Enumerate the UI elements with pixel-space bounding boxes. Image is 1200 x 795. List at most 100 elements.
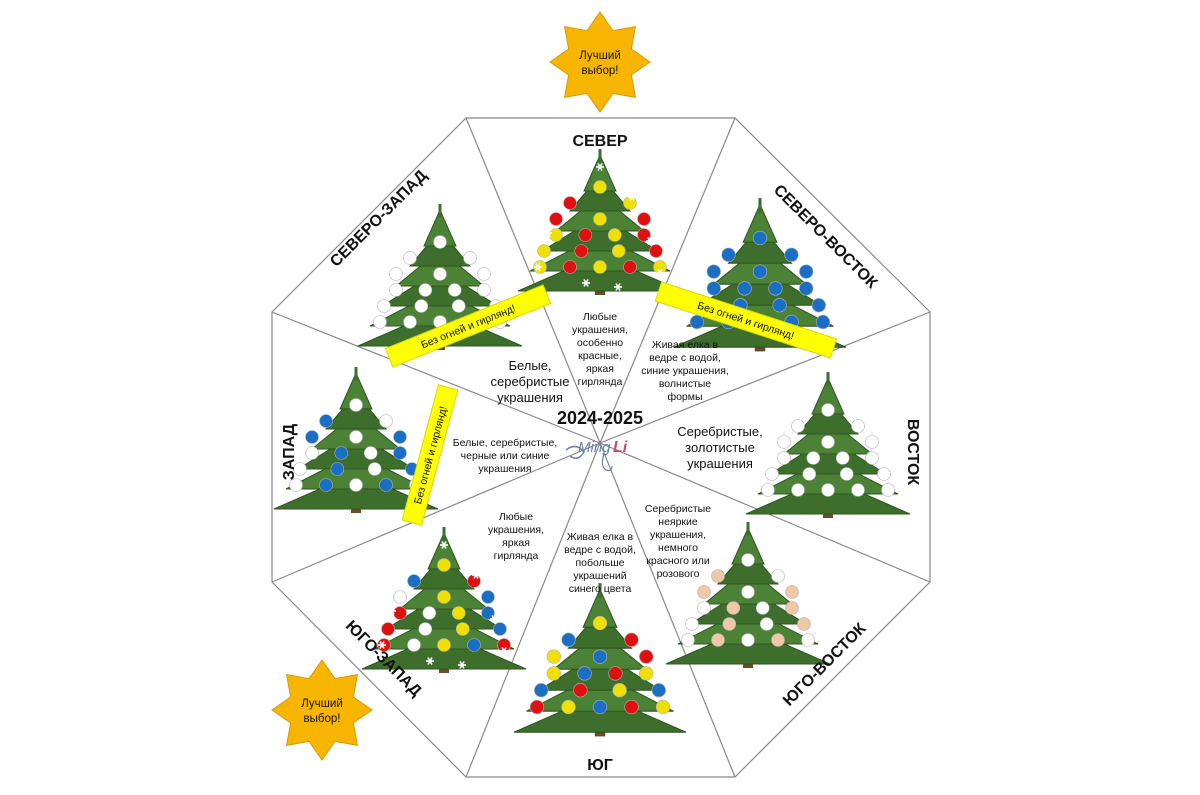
ornament-ball: [433, 267, 447, 281]
ornament-ball: [529, 699, 545, 715]
ornament-ball: [349, 430, 363, 444]
ornament-ball: [563, 196, 577, 210]
ornament-ball: [649, 244, 663, 258]
ornament-ball: [607, 228, 622, 242]
ornament-ball: [784, 247, 799, 262]
star-badge-top: Лучший выбор!: [549, 11, 651, 113]
ornament-ball: [785, 601, 799, 615]
ornament-ball: [305, 430, 319, 444]
direction-label-n: СЕВЕР: [572, 133, 627, 150]
snowflake-icon: [544, 229, 552, 237]
ornament-ball: [467, 638, 481, 652]
snowflake-icon: [426, 657, 434, 665]
description-line: синего цвета: [569, 583, 632, 595]
ornament-ball: [806, 451, 821, 465]
ornament-ball: [624, 632, 639, 647]
ornament-ball: [546, 666, 561, 681]
ornament-ball: [451, 299, 466, 313]
description-line: яркая: [586, 363, 614, 375]
ornament-ball: [477, 267, 491, 281]
sector-description-se: Серебристые неяркие украшения, немного красн…: [645, 503, 711, 580]
ornament-ball: [381, 622, 395, 636]
ornament-ball: [637, 228, 651, 242]
ornament-ball: [755, 601, 770, 615]
ornament-ball: [561, 699, 576, 715]
snowflake-icon: [378, 641, 386, 649]
direction-label-w: ЗАПАД: [281, 423, 298, 480]
ornament-ball: [697, 601, 711, 615]
snowflake-icon: [628, 193, 636, 201]
ornament-ball: [612, 683, 627, 698]
description-line: Белые, серебристые,: [453, 437, 557, 449]
christmas-tree-sw: [361, 527, 527, 673]
ornament-ball: [537, 244, 551, 258]
sector-description-e: Серебристые, золотистые украшения: [677, 424, 763, 471]
ornament-ball: [611, 244, 626, 258]
ornament-ball: [451, 606, 466, 620]
ornament-ball: [389, 267, 403, 281]
ornament-ball: [771, 633, 785, 647]
ornament-ball: [726, 601, 741, 615]
ornament-ball: [706, 264, 721, 279]
ornament-ball: [799, 281, 814, 296]
ornament-ball: [407, 574, 421, 588]
ornament-ball: [752, 264, 768, 279]
description-line: розового: [657, 568, 700, 580]
ornament-ball: [437, 590, 451, 604]
ornament-ball: [377, 299, 391, 313]
ornament-ball: [403, 315, 417, 329]
ornament-ball: [752, 230, 768, 246]
ornament-ball: [741, 553, 755, 567]
svg-text:Li: Li: [613, 439, 628, 456]
ornament-ball: [759, 617, 774, 631]
ornament-ball: [711, 633, 725, 647]
snowflake-icon: [440, 541, 448, 549]
description-line: гирлянда: [578, 376, 623, 388]
ornament-ball: [414, 299, 429, 313]
ornament-ball: [574, 244, 589, 258]
description-line: Белые,: [508, 358, 551, 373]
ornament-ball: [393, 446, 407, 460]
sector-description-w: Белые, серебристые, черные или синие украш…: [453, 437, 557, 475]
snowflake-icon: [472, 571, 480, 579]
description-line: серебристые: [490, 374, 569, 389]
ornament-ball: [835, 451, 850, 465]
description-line: волнистые: [659, 378, 711, 390]
ornament-ball: [655, 699, 671, 715]
ornament-ball: [639, 666, 654, 681]
ornament-ball: [768, 281, 783, 296]
ornament-ball: [534, 683, 549, 698]
ornament-ball: [685, 617, 699, 631]
ornament-ball: [592, 699, 608, 715]
snowflake-icon: [656, 269, 664, 277]
ornament-ball: [455, 622, 470, 636]
sector-description-ne: Живая елка в ведре с водой, синие украшени…: [641, 339, 729, 403]
ornament-ball: [851, 419, 865, 433]
description-line: красные,: [578, 350, 622, 362]
ornament-ball: [801, 633, 815, 647]
ornament-ball: [373, 315, 387, 329]
description-line: украшения,: [650, 529, 706, 541]
ornament-ball: [437, 558, 451, 572]
description-line: побольше: [575, 557, 624, 569]
ornament-ball: [777, 435, 791, 449]
svg-text:Ming: Ming: [578, 439, 611, 456]
ornament-ball: [697, 585, 711, 599]
description-line: формы: [667, 391, 702, 403]
description-line: украшений: [573, 570, 626, 582]
ornament-ball: [791, 419, 805, 433]
ornament-ball: [349, 478, 363, 492]
ornament-ball: [422, 606, 437, 620]
snowflake-icon: [458, 661, 466, 669]
ornament-ball: [407, 638, 421, 652]
ornament-ball: [593, 212, 607, 226]
christmas-tree-n: [517, 149, 683, 295]
description-line: Живая елка в: [652, 339, 719, 351]
ornament-ball: [563, 260, 577, 274]
ornament-ball: [437, 638, 451, 652]
ornament-ball: [349, 398, 363, 412]
snowflake-icon: [596, 163, 604, 171]
ornament-ball: [319, 478, 333, 492]
snowflake-icon: [566, 187, 574, 195]
